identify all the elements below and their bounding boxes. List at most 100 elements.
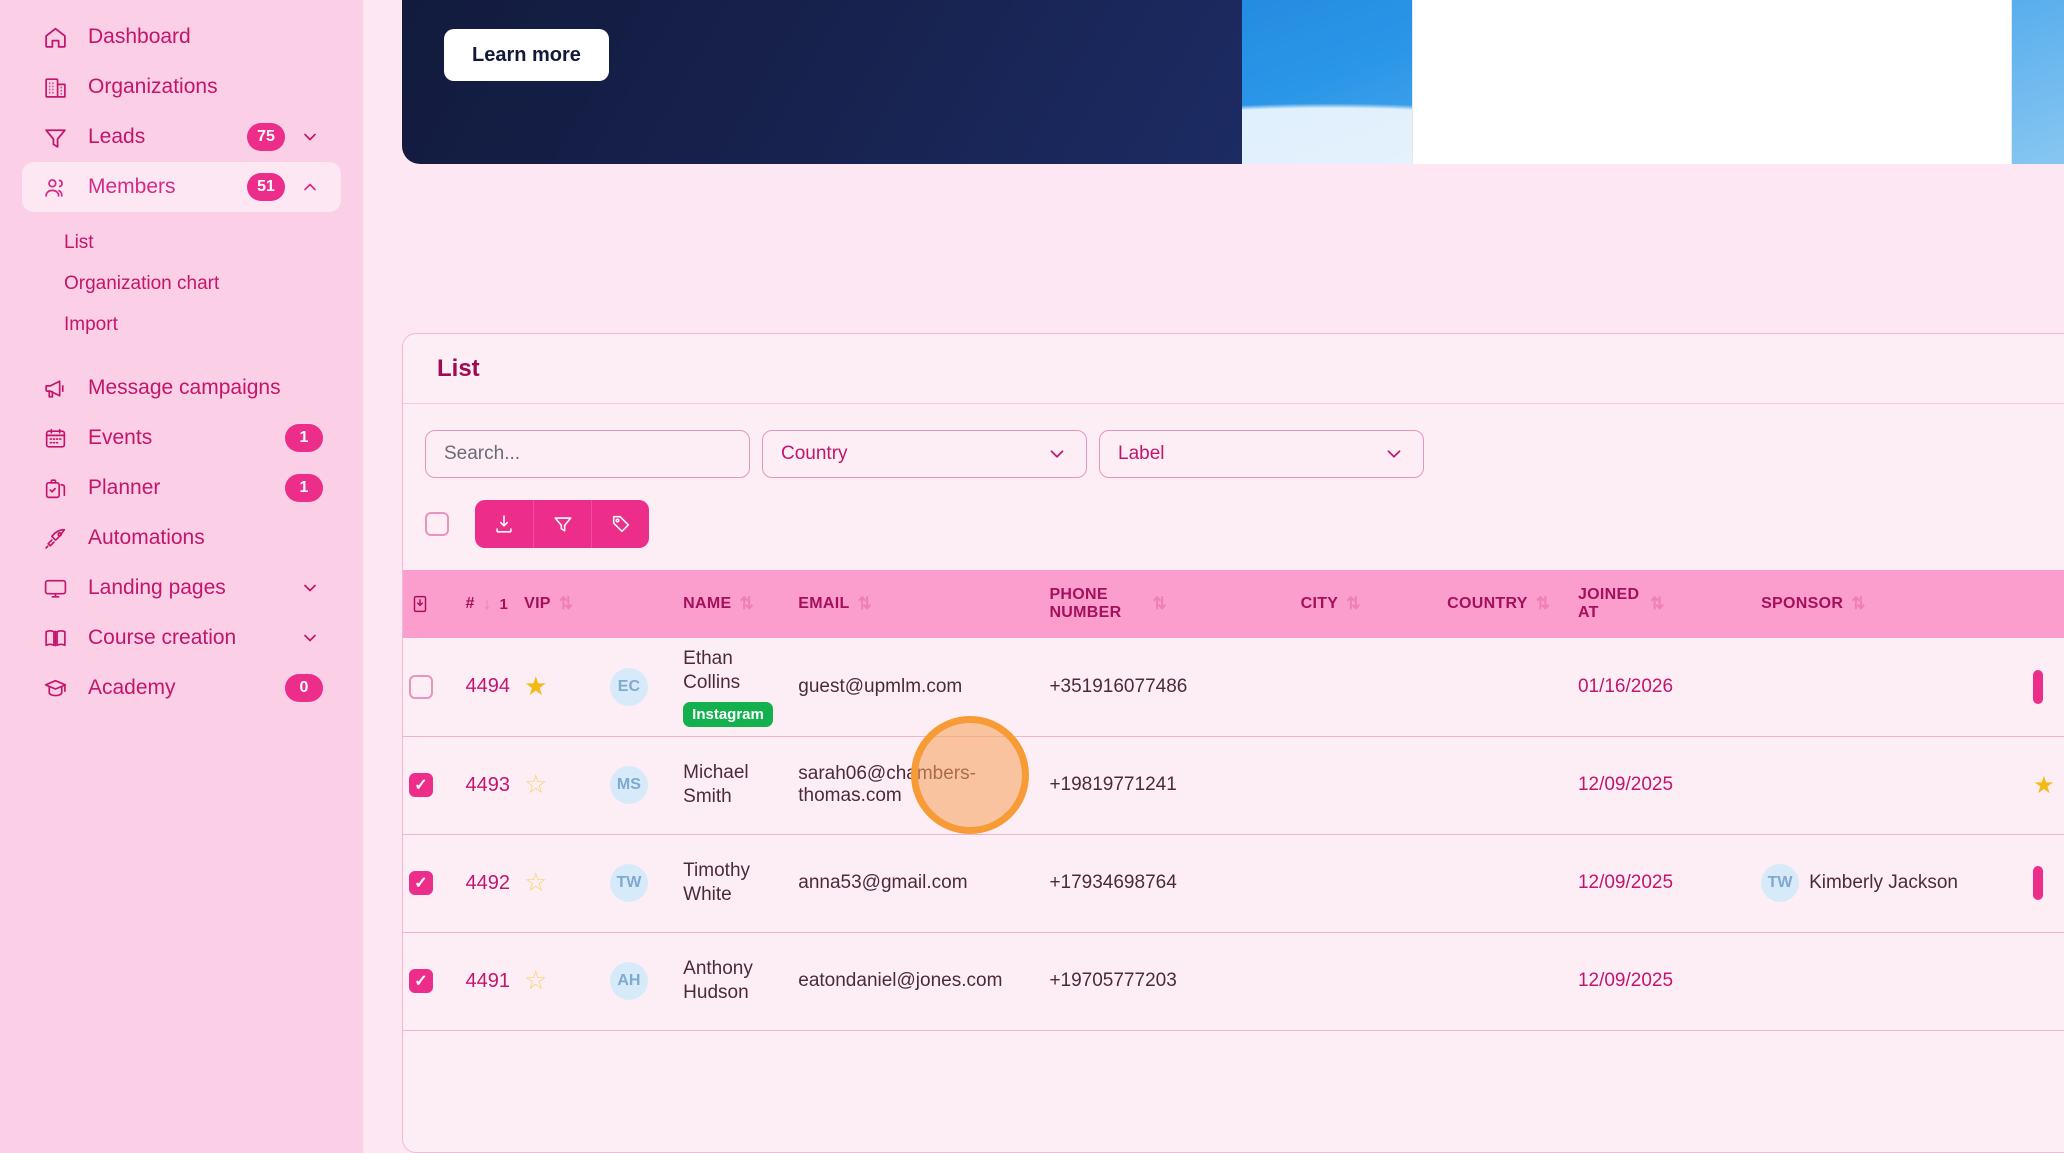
header-vip[interactable]: VIP ⇅ [518, 570, 604, 638]
row-vip[interactable]: ☆ [518, 736, 604, 834]
sort-desc-icon[interactable]: ↓ [482, 594, 492, 613]
sort-both-icon[interactable]: ⇅ [1535, 594, 1551, 613]
header-phone-number[interactable]: PHONE NUMBER ⇅ [1043, 570, 1294, 638]
sidebar-badge-events: 1 [285, 424, 323, 452]
table-row[interactable]: ✓ 4492 ☆ TW Timothy White anna53@gmail.c… [403, 834, 2064, 932]
building-icon [42, 74, 68, 100]
header-id[interactable]: # ↓ 1 [460, 570, 519, 638]
label-select-label: Label [1118, 443, 1165, 464]
row-checkbox-cell[interactable] [403, 638, 460, 736]
table-row[interactable]: 4494 ★ EC Ethan Collins Instagram guest@… [403, 638, 2064, 736]
sidebar-item-course-creation[interactable]: Course creation [22, 613, 341, 663]
sidebar-item-automations[interactable]: Automations [22, 513, 341, 563]
header-joined-at[interactable]: JOINED AT ⇅ [1572, 570, 1755, 638]
sidebar-subitem-list[interactable]: List [0, 222, 363, 263]
row-vip[interactable]: ☆ [518, 834, 604, 932]
star-filled-icon[interactable]: ★ [524, 670, 548, 701]
chevron-down-icon[interactable] [297, 578, 323, 598]
sidebar-item-landing-pages[interactable]: Landing pages [22, 563, 341, 613]
star-outline-icon[interactable]: ☆ [524, 965, 548, 995]
row-checkbox[interactable]: ✓ [409, 773, 433, 797]
header-sponsor-label: SPONSOR [1761, 594, 1844, 612]
sidebar-item-label: Organizations [88, 75, 218, 98]
sort-order-index: 1 [499, 595, 509, 613]
sidebar-item-message-campaigns[interactable]: Message campaigns [22, 363, 341, 413]
row-city [1295, 932, 1442, 1030]
sidebar-subitem-label: List [64, 231, 94, 253]
label-select[interactable]: Label [1099, 430, 1424, 478]
download-box-icon[interactable] [409, 593, 454, 615]
row-name: Timothy White [683, 860, 751, 905]
header-name[interactable]: NAME ⇅ [677, 570, 792, 638]
header-export-cell[interactable] [403, 570, 460, 638]
sidebar-item-label: Events [88, 426, 153, 449]
sidebar-item-dashboard[interactable]: Dashboard [22, 12, 341, 62]
row-trailing: ★ [2027, 736, 2064, 834]
rocket-icon [42, 525, 68, 551]
row-checkbox-cell[interactable]: ✓ [403, 932, 460, 1030]
avatar: AH [609, 962, 648, 1000]
row-avatar-cell: EC [604, 638, 677, 736]
tag-button[interactable] [591, 500, 649, 548]
bulk-action-group [475, 500, 649, 548]
row-color-bar [2033, 866, 2044, 900]
star-outline-icon[interactable]: ☆ [524, 867, 548, 897]
sidebar-item-label: Dashboard [88, 25, 191, 48]
row-checkbox[interactable]: ✓ [409, 871, 433, 895]
row-sponsor [1755, 638, 2027, 736]
row-vip[interactable]: ☆ [518, 932, 604, 1030]
row-vip[interactable]: ★ [518, 638, 604, 736]
row-city [1295, 834, 1442, 932]
header-country[interactable]: COUNTRY ⇅ [1441, 570, 1572, 638]
select-all-checkbox[interactable] [425, 512, 449, 536]
row-checkbox[interactable] [409, 674, 433, 699]
sidebar-item-planner[interactable]: Planner 1 [22, 463, 341, 513]
country-select[interactable]: Country [762, 430, 1087, 478]
filter-button[interactable] [533, 500, 591, 548]
megaphone-icon [42, 375, 68, 401]
export-button[interactable] [475, 500, 533, 548]
sidebar-item-members[interactable]: Members 51 [22, 162, 341, 212]
chevron-up-icon[interactable] [297, 177, 323, 197]
sort-both-icon[interactable]: ⇅ [857, 594, 873, 613]
sort-both-icon[interactable]: ⇅ [1649, 594, 1665, 613]
download-icon [493, 513, 515, 535]
sidebar-item-label: Automations [88, 526, 205, 549]
sidebar-item-events[interactable]: Events 1 [22, 413, 341, 463]
row-checkbox-cell[interactable]: ✓ [403, 834, 460, 932]
chevron-down-icon [1383, 443, 1405, 465]
sidebar-item-label: Message campaigns [88, 376, 281, 399]
table-row[interactable]: ✓ 4493 ☆ MS Michael Smith sarah06@chambe… [403, 736, 2064, 834]
sidebar-subitem-import[interactable]: Import [0, 304, 363, 345]
sponsor-avatar: TW [1761, 864, 1800, 902]
table-row[interactable]: ✓ 4491 ☆ AH Anthony Hudson eatondaniel@j… [403, 932, 2064, 1030]
sidebar-item-leads[interactable]: Leads 75 [22, 112, 341, 162]
avatar: EC [609, 667, 648, 706]
promo-banner-illustration: Enter a keyword... [1242, 0, 2064, 164]
sidebar-subitem-organization-chart[interactable]: Organization chart [0, 263, 363, 304]
chevron-down-icon[interactable] [297, 127, 323, 147]
promo-banner: them. Access tools and insights to guide… [402, 0, 2064, 164]
star-filled-icon[interactable]: ★ [2033, 771, 2055, 799]
sort-both-icon[interactable]: ⇅ [1346, 594, 1361, 613]
row-checkbox[interactable]: ✓ [409, 969, 433, 993]
star-outline-icon[interactable]: ☆ [524, 769, 548, 799]
sort-both-icon[interactable]: ⇅ [1152, 594, 1167, 613]
sidebar-item-academy[interactable]: Academy 0 [22, 663, 341, 713]
sidebar-item-organizations[interactable]: Organizations [22, 62, 341, 112]
header-sponsor[interactable]: SPONSOR ⇅ [1755, 570, 2027, 638]
search-input[interactable]: Search... [425, 430, 750, 478]
row-country [1441, 638, 1572, 736]
funnel-icon [552, 513, 574, 535]
sort-both-icon[interactable]: ⇅ [1851, 594, 1866, 613]
sort-both-icon[interactable]: ⇅ [558, 594, 574, 613]
header-city[interactable]: CITY ⇅ [1295, 570, 1442, 638]
row-checkbox-cell[interactable]: ✓ [403, 736, 460, 834]
sort-both-icon[interactable]: ⇅ [739, 594, 755, 613]
row-name-cell: Timothy White [677, 834, 792, 932]
sidebar-subitem-label: Import [64, 313, 118, 335]
row-color-bar [2033, 669, 2044, 704]
header-email[interactable]: EMAIL ⇅ [792, 570, 1043, 638]
chevron-down-icon[interactable] [297, 628, 323, 648]
learn-more-button[interactable]: Learn more [444, 29, 609, 81]
